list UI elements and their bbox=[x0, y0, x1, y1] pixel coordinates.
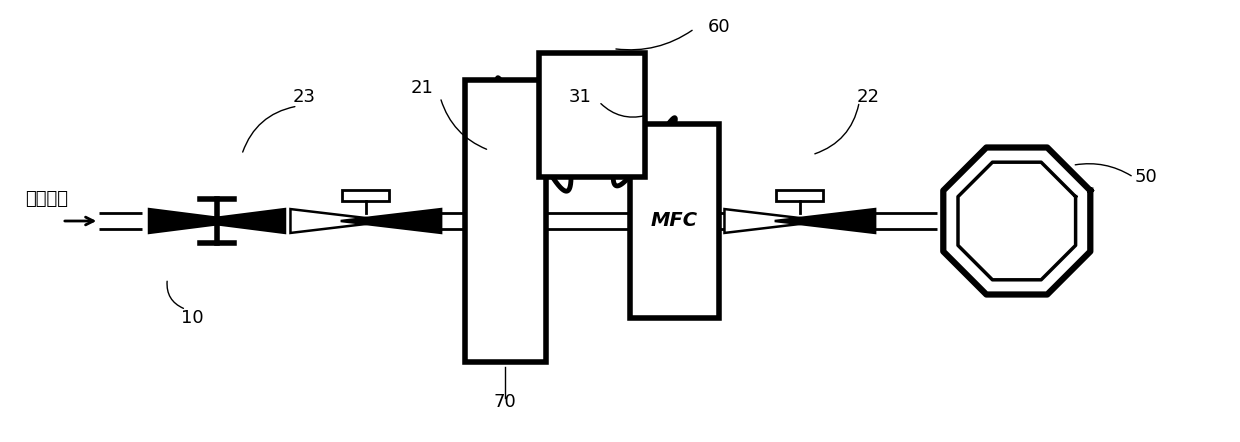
Text: 70: 70 bbox=[494, 392, 517, 411]
Text: MFC: MFC bbox=[651, 212, 698, 230]
Text: 60: 60 bbox=[708, 18, 730, 35]
Text: 22: 22 bbox=[857, 88, 879, 106]
Polygon shape bbox=[724, 209, 825, 233]
Polygon shape bbox=[341, 209, 441, 233]
Text: 10: 10 bbox=[181, 309, 203, 327]
Text: 21: 21 bbox=[410, 80, 433, 97]
Bar bbox=[539, 53, 645, 177]
Polygon shape bbox=[775, 209, 875, 233]
Polygon shape bbox=[149, 209, 244, 233]
Text: 23: 23 bbox=[293, 88, 315, 106]
Bar bbox=[342, 190, 389, 201]
Polygon shape bbox=[290, 209, 391, 233]
Text: 工艺气体: 工艺气体 bbox=[25, 190, 68, 208]
Text: 31: 31 bbox=[569, 88, 591, 106]
Text: 50: 50 bbox=[1135, 168, 1157, 186]
Bar bbox=[465, 80, 546, 362]
Polygon shape bbox=[190, 209, 285, 233]
Bar bbox=[776, 190, 823, 201]
Bar bbox=[630, 124, 719, 318]
